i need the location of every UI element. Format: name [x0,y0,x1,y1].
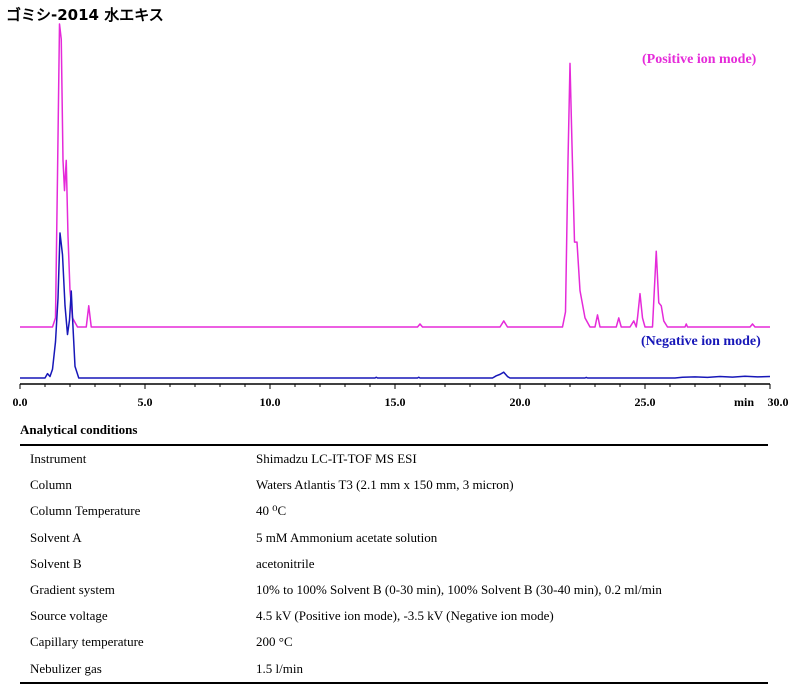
x-axis [19,383,771,389]
condition-value: acetonitrile [256,555,315,571]
x-tick-label: 0.0 [12,395,28,409]
conditions-table: Instrument Shimadzu LC-IT-TOF MS ESI Colum… [20,444,768,684]
condition-value: 200 °C [256,634,293,650]
condition-key: Solvent A [30,529,82,545]
x-tick-label: 15.0 [384,395,406,409]
x-tick-label: 20.0 [509,395,531,409]
chromatogram-chart [19,23,771,389]
series-label-negative: (Negative ion mode) [641,334,761,349]
series-line-positive [20,23,770,328]
condition-value: 4.5 kV (Positive ion mode), -3.5 kV (Neg… [256,608,554,624]
condition-key: Gradient system [30,582,115,598]
condition-row: Nebulizer gas 1.5 l/min [20,656,768,683]
sample-title: ゴミシ-2014 水エキス [6,6,164,24]
condition-value: 10% to 100% Solvent B (0-30 min), 100% S… [256,582,662,598]
condition-key: Column [30,477,72,493]
condition-value: 1.5 l/min [256,660,303,676]
condition-key: Capillary temperature [30,634,144,650]
condition-value: 5 mM Ammonium acetate solution [256,529,438,545]
condition-row: Instrument Shimadzu LC-IT-TOF MS ESI [20,445,768,472]
condition-key: Nebulizer gas [30,660,102,676]
x-tick-label: 30.0 [767,395,789,409]
condition-key: Instrument [30,451,87,467]
series-label-positive: (Positive ion mode) [642,52,757,67]
condition-row: Gradient system 10% to 100% Solvent B (0-… [20,577,768,603]
condition-row: Source voltage 4.5 kV (Positive ion mode)… [20,603,768,629]
x-tick-label: 25.0 [634,395,656,409]
condition-row: Column Temperature 40 ⁰C [20,498,768,524]
x-tick-label: 5.0 [137,395,153,409]
series-group [20,23,771,379]
x-unit-label: min [734,395,755,409]
condition-value: 40 ⁰C [256,503,287,519]
condition-row: Capillary temperature 200 °C [20,629,768,655]
condition-value: Shimadzu LC-IT-TOF MS ESI [256,451,417,467]
x-tick-label: 10.0 [259,395,281,409]
condition-row: Solvent B acetonitrile [20,551,768,577]
condition-key: Solvent B [30,555,82,571]
condition-key: Column Temperature [30,503,141,519]
conditions-heading: Analytical conditions [20,422,138,437]
condition-key: Source voltage [30,608,108,624]
condition-row: Column Waters Atlantis T3 (2.1 mm x 150 m… [20,472,768,498]
condition-value: Waters Atlantis T3 (2.1 mm x 150 mm, 3 m… [256,477,514,493]
series-line-negative [20,232,771,379]
condition-row: Solvent A 5 mM Ammonium acetate solution [20,525,768,551]
